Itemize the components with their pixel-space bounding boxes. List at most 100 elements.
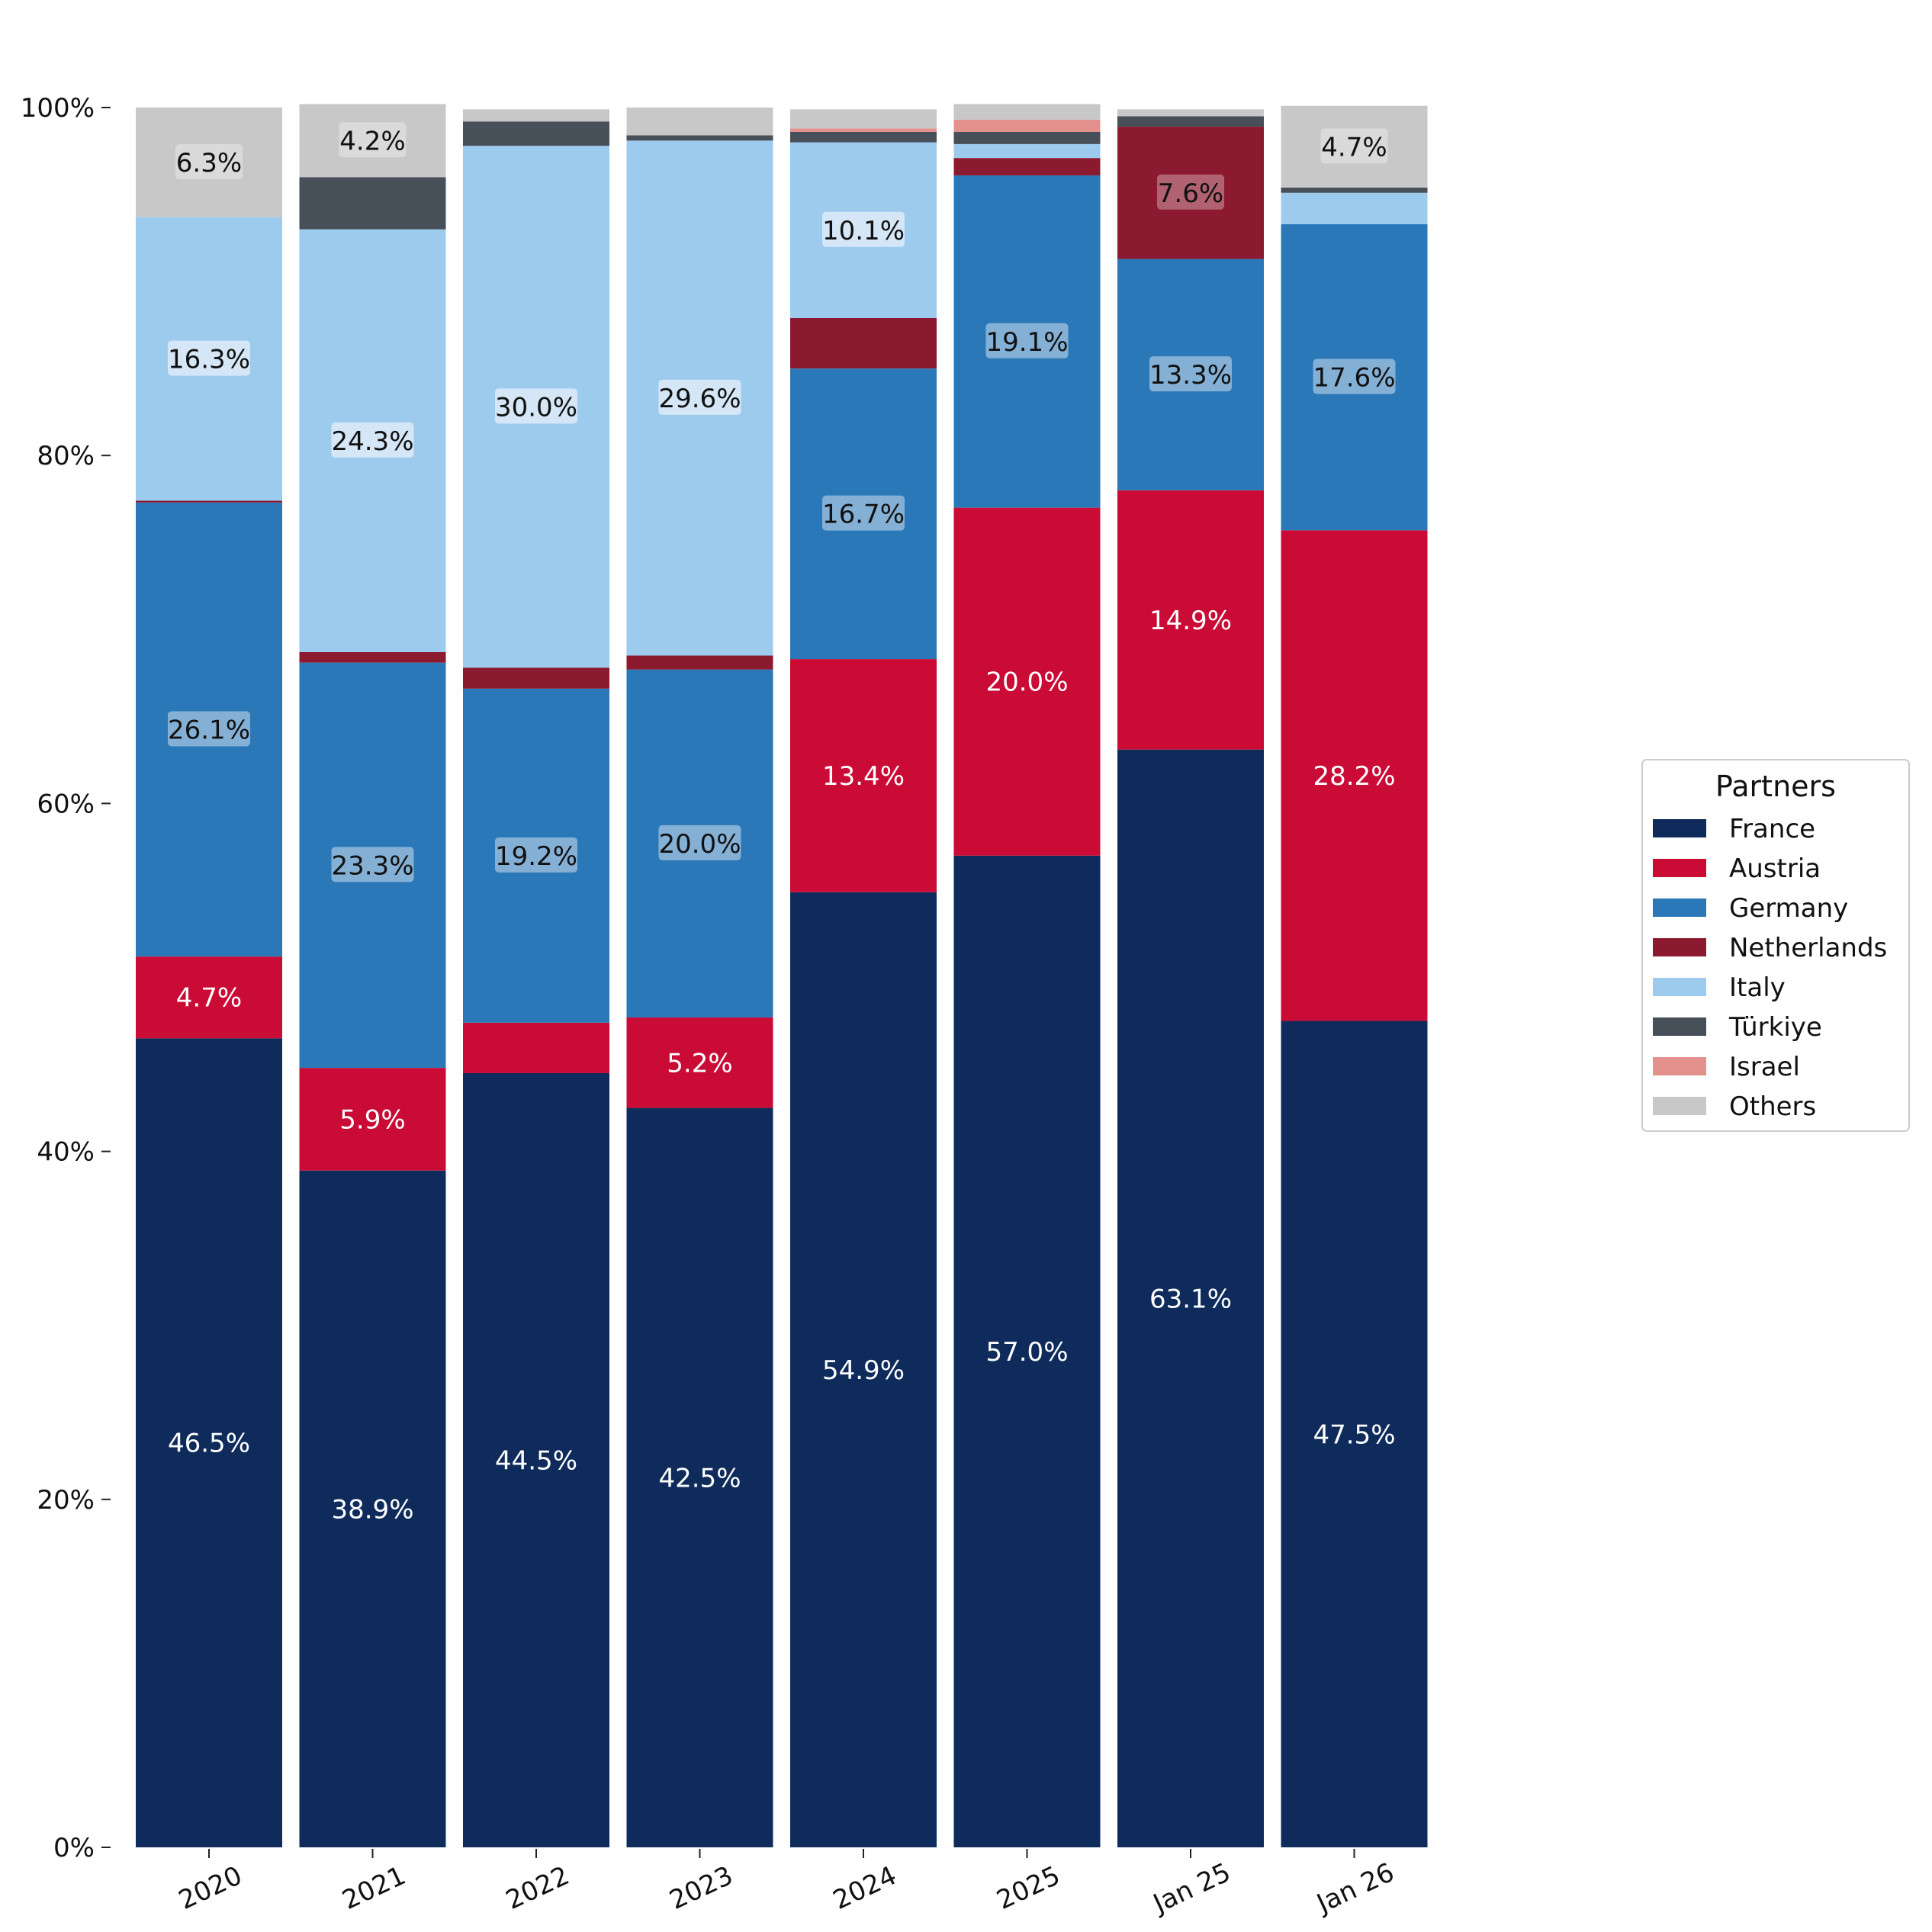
data-label-italy: 30.0%: [495, 392, 577, 423]
bar-france-2024: [790, 892, 937, 1847]
x-tick-label: Jan 26: [1311, 1857, 1399, 1920]
data-label-germany: 16.7%: [822, 500, 905, 530]
bar-netherlands-2025: [953, 158, 1101, 175]
data-label-austria: 13.4%: [822, 761, 905, 792]
bar-france-jan-25: [1117, 749, 1264, 1848]
bar-austria-2021: [299, 1068, 446, 1171]
y-tick-label: 0%: [53, 1833, 95, 1863]
legend-swatch: [1653, 1017, 1706, 1036]
legend-swatch: [1653, 898, 1706, 917]
legend-swatch: [1653, 859, 1706, 877]
data-label-germany: 20.0%: [658, 829, 741, 860]
data-label-netherlands: 7.6%: [1158, 178, 1223, 209]
bar-austria-jan-25: [1117, 490, 1264, 750]
data-label-france: 44.5%: [495, 1445, 577, 1476]
x-tick-label: 2022: [501, 1860, 574, 1916]
legend-swatch: [1653, 978, 1706, 996]
bar-italy-jan-26: [1281, 192, 1428, 224]
data-label-bg: [1157, 174, 1224, 210]
data-label-france: 47.5%: [1313, 1419, 1395, 1450]
data-label-france: 63.1%: [1149, 1284, 1232, 1314]
legend-box: [1641, 759, 1910, 1132]
data-label-bg: [331, 847, 414, 882]
legend-label: Italy: [1729, 972, 1786, 1003]
bar-t-rkiye-jan-26: [1281, 187, 1428, 193]
legend-swatch: [1653, 1057, 1706, 1075]
data-label-austria: 14.9%: [1149, 606, 1232, 636]
data-label-bg: [822, 495, 905, 531]
data-label-italy: 16.3%: [168, 345, 250, 375]
data-label-france: 38.9%: [331, 1494, 413, 1525]
x-tick-label: 2024: [828, 1860, 901, 1916]
y-tick-label: 40%: [37, 1137, 95, 1168]
data-label-bg: [1313, 358, 1396, 394]
bar-others-2025: [953, 104, 1101, 120]
data-label-bg: [331, 422, 414, 458]
bar-t-rkiye-2021: [299, 177, 446, 230]
bar-others-2024: [790, 109, 937, 129]
bar-austria-2024: [790, 659, 937, 892]
bar-t-rkiye-2023: [626, 135, 773, 141]
data-label-austria: 5.9%: [339, 1104, 405, 1135]
bar-france-2022: [463, 1072, 609, 1847]
legend-title: Partners: [1715, 770, 1836, 803]
bar-france-2025: [953, 855, 1101, 1847]
data-label-italy: 29.6%: [658, 384, 741, 414]
x-tick-label: 2020: [174, 1860, 246, 1916]
bar-netherlands-2020: [136, 500, 282, 503]
data-label-germany: 19.1%: [985, 327, 1068, 358]
bar-austria-2022: [463, 1022, 609, 1073]
bar-t-rkiye-jan-25: [1117, 116, 1264, 127]
data-label-france: 57.0%: [985, 1337, 1068, 1368]
x-tick-label: 2023: [665, 1860, 738, 1916]
legend-label: Austria: [1729, 853, 1821, 884]
data-label-austria: 4.7%: [176, 983, 242, 1014]
legend-label: France: [1729, 814, 1815, 844]
data-label-bg: [1320, 128, 1388, 164]
y-tick-label: 20%: [37, 1485, 95, 1516]
legend-swatch: [1653, 819, 1706, 837]
y-tick-label: 60%: [37, 789, 95, 819]
data-label-others: 6.3%: [176, 148, 242, 178]
data-label-italy: 24.3%: [331, 426, 413, 457]
bar-netherlands-2022: [463, 667, 609, 689]
bar-netherlands-2021: [299, 651, 446, 663]
bar-france-2021: [299, 1170, 446, 1847]
bar-israel-2025: [953, 119, 1101, 132]
legend-label: Türkiye: [1728, 1012, 1822, 1043]
legend-label: Others: [1729, 1091, 1816, 1122]
y-tick-label: 80%: [37, 441, 95, 471]
bar-france-2020: [136, 1038, 282, 1847]
legend-swatch: [1653, 1097, 1706, 1115]
bar-netherlands-2024: [790, 318, 937, 369]
data-label-austria: 5.2%: [667, 1048, 732, 1079]
x-tick-label: Jan 25: [1147, 1857, 1235, 1920]
data-label-france: 42.5%: [658, 1463, 741, 1493]
data-label-germany: 26.1%: [168, 715, 250, 745]
bar-austria-2025: [953, 507, 1101, 856]
x-tick-label: 2021: [338, 1860, 410, 1916]
data-label-austria: 28.2%: [1313, 761, 1395, 792]
legend-label: Germany: [1729, 893, 1848, 924]
data-label-bg: [822, 211, 905, 247]
data-label-bg: [495, 837, 577, 873]
bar-t-rkiye-2022: [463, 121, 609, 146]
data-label-bg: [985, 323, 1069, 358]
data-label-germany: 13.3%: [1149, 360, 1232, 391]
data-label-bg: [495, 388, 577, 424]
data-label-bg: [175, 143, 243, 179]
data-label-bg: [168, 340, 250, 376]
data-label-bg: [339, 122, 407, 158]
data-label-bg: [658, 825, 741, 860]
bar-france-jan-26: [1281, 1021, 1428, 1847]
legend-label: Israel: [1729, 1052, 1800, 1082]
x-tick-label: 2025: [992, 1860, 1065, 1916]
data-label-bg: [1149, 356, 1232, 392]
bar-austria-jan-26: [1281, 530, 1428, 1021]
bar-others-2022: [463, 109, 609, 122]
data-label-bg: [168, 711, 250, 747]
bar-netherlands-2023: [626, 655, 773, 670]
data-label-austria: 20.0%: [985, 667, 1068, 698]
